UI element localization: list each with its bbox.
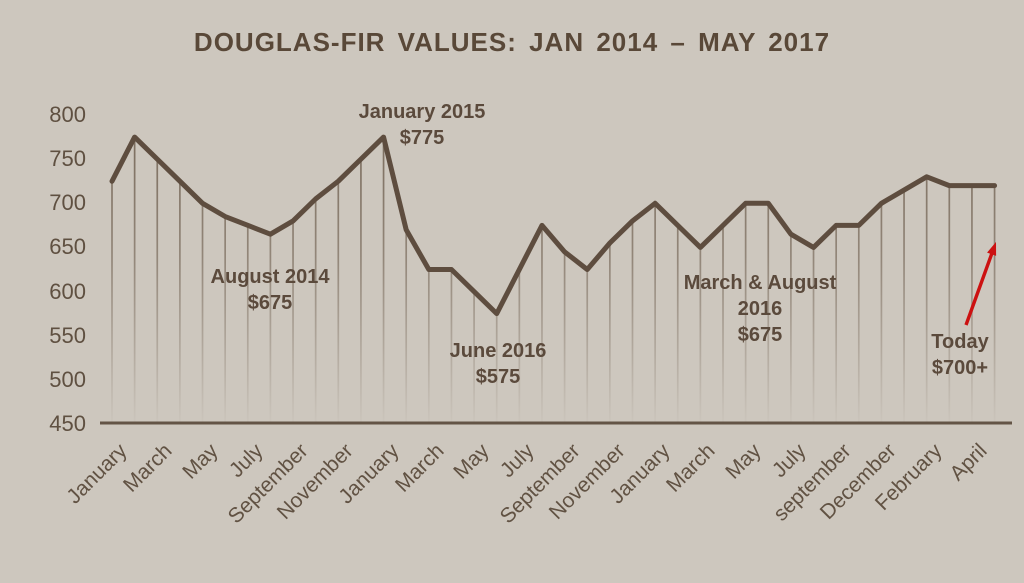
y-axis-tick-label: 500 bbox=[49, 366, 86, 392]
annotation-mar-aug-2016: March & August 2016 $675 bbox=[684, 270, 837, 348]
annotation-line: August 2014 bbox=[210, 266, 330, 288]
annotation-line: $575 bbox=[475, 366, 521, 388]
trend-arrow-head bbox=[987, 242, 997, 256]
chart-title: DOUGLAS-FIR VALUES: JAN 2014 – MAY 2017 bbox=[193, 27, 831, 57]
trend-arrow-shaft bbox=[964, 251, 994, 326]
annotation-line: $675 bbox=[737, 324, 783, 346]
y-axis-tick-label: 700 bbox=[49, 190, 86, 216]
y-axis-tick-label: 450 bbox=[49, 411, 86, 436]
annotation-jun-2016: June 2016 $575 bbox=[450, 338, 547, 390]
y-axis-tick-label: 750 bbox=[49, 146, 86, 172]
annotation-line: Today bbox=[931, 331, 989, 353]
y-axis-tick-label: 800 bbox=[49, 102, 86, 127]
y-axis-tick-label: 600 bbox=[49, 278, 86, 304]
annotation-line: January 2015 bbox=[358, 101, 486, 123]
trend-arrow-group bbox=[964, 242, 997, 326]
line-chart-canvas bbox=[100, 134, 1012, 425]
annotation-line: $700+ bbox=[931, 357, 989, 379]
annotation-today: Today $700+ bbox=[931, 329, 988, 381]
y-axis-tick-label: 650 bbox=[49, 234, 86, 260]
price-line-group bbox=[100, 134, 1012, 425]
annotation-line: $675 bbox=[247, 292, 293, 314]
annotation-jan-2015: January 2015 $775 bbox=[359, 99, 486, 151]
chart-figure: DOUGLAS-FIR VALUES: JAN 2014 – MAY 2017 … bbox=[49, 27, 1012, 529]
price-line bbox=[109, 134, 998, 317]
y-axis-tick-label: 550 bbox=[49, 322, 86, 348]
annotation-line: 2016 bbox=[737, 298, 783, 320]
annotation-line: June 2016 bbox=[449, 340, 547, 362]
drop-lines-group bbox=[111, 139, 996, 422]
annotation-line: $775 bbox=[399, 127, 445, 149]
annotation-aug-2014: August 2014 $675 bbox=[211, 264, 330, 316]
annotation-line: March & August bbox=[683, 272, 837, 294]
